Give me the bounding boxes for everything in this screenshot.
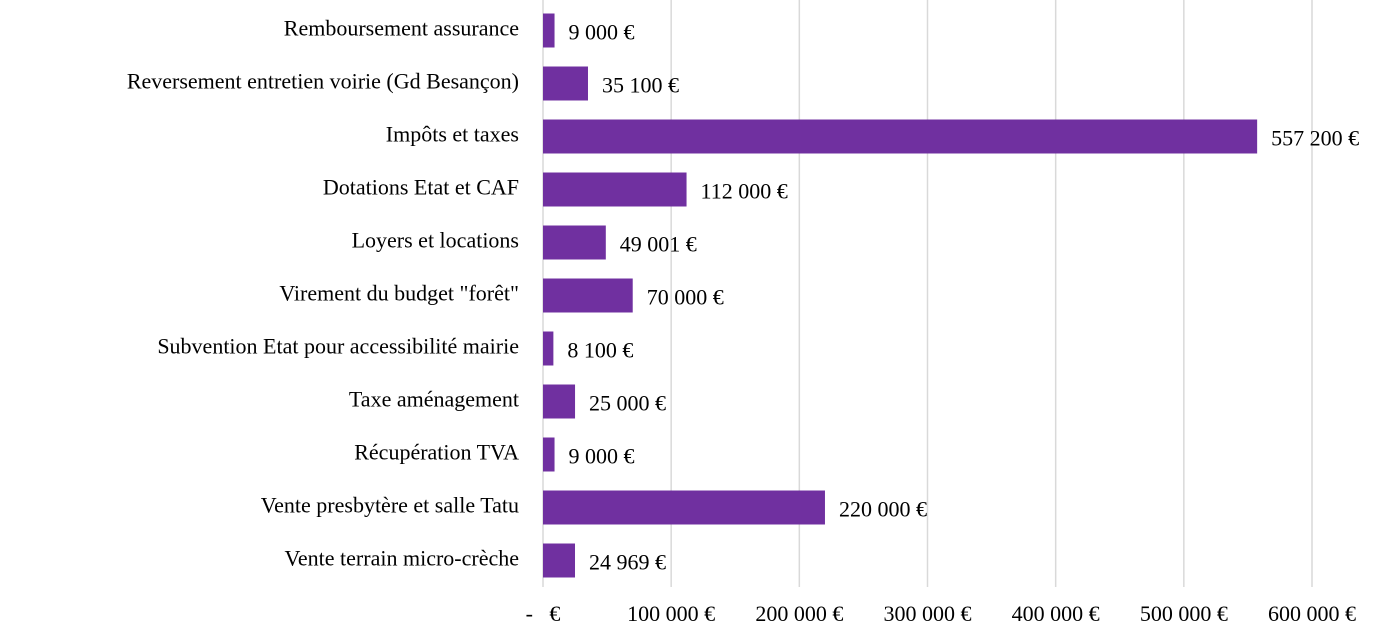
y-tick-label: Impôts et taxes bbox=[386, 122, 519, 147]
value-label: 557 200 € bbox=[1271, 126, 1359, 151]
value-label: 25 000 € bbox=[589, 391, 666, 416]
bar bbox=[543, 384, 576, 419]
y-tick-label: Vente terrain micro-crèche bbox=[284, 546, 519, 571]
bar bbox=[543, 331, 554, 366]
bar bbox=[543, 437, 555, 472]
value-label: 9 000 € bbox=[569, 20, 635, 45]
value-label: 70 000 € bbox=[647, 285, 724, 310]
value-label: 220 000 € bbox=[839, 497, 927, 522]
x-tick-label: 100 000 € bbox=[627, 601, 715, 626]
y-tick-label: Remboursement assurance bbox=[284, 16, 519, 41]
bar bbox=[543, 13, 555, 48]
y-tick-label: Virement du budget "forêt" bbox=[279, 281, 519, 306]
value-label: 49 001 € bbox=[620, 232, 697, 257]
bar bbox=[543, 119, 1258, 154]
bar bbox=[543, 543, 576, 578]
y-tick-label: Loyers et locations bbox=[352, 228, 519, 253]
bar bbox=[543, 278, 633, 313]
bar bbox=[543, 172, 687, 207]
bar bbox=[543, 225, 606, 260]
x-tick-label: 500 000 € bbox=[1140, 601, 1228, 626]
y-tick-label: Subvention Etat pour accessibilité mairi… bbox=[157, 334, 519, 359]
y-tick-label: Récupération TVA bbox=[354, 440, 519, 465]
x-tick-label: - € bbox=[526, 601, 561, 626]
x-tick-label: 200 000 € bbox=[755, 601, 843, 626]
bar bbox=[543, 490, 825, 525]
value-label: 35 100 € bbox=[602, 73, 679, 98]
x-tick-label: 300 000 € bbox=[884, 601, 972, 626]
x-tick-label: 600 000 € bbox=[1268, 601, 1356, 626]
y-tick-label: Reversement entretien voirie (Gd Besanço… bbox=[127, 69, 519, 94]
y-tick-label: Vente presbytère et salle Tatu bbox=[261, 493, 519, 518]
value-label: 112 000 € bbox=[701, 179, 788, 204]
value-label: 9 000 € bbox=[569, 444, 635, 469]
value-label: 8 100 € bbox=[567, 338, 633, 363]
value-label: 24 969 € bbox=[589, 550, 666, 575]
x-tick-label: 400 000 € bbox=[1012, 601, 1100, 626]
y-tick-label: Taxe aménagement bbox=[349, 387, 519, 412]
y-tick-label: Dotations Etat et CAF bbox=[323, 175, 519, 200]
bar bbox=[543, 66, 588, 101]
